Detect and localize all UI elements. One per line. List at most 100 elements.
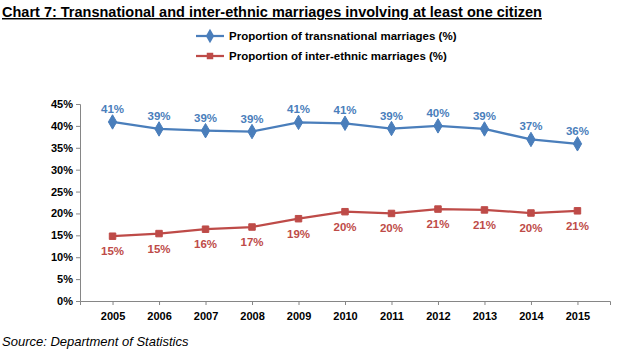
marker (434, 119, 442, 133)
y-axis: 0% 5% 10% 15% 20% 25% 30% 35% 40% 45% (51, 98, 81, 307)
y-tick: 15% (51, 229, 80, 241)
y-tick-label: 45% (51, 98, 73, 110)
marker (574, 208, 580, 214)
y-tick-label: 10% (51, 251, 73, 263)
x-tick-label: 2006 (147, 310, 171, 322)
x-tick: 2006 (147, 301, 171, 322)
x-tick-mark (113, 301, 114, 305)
legend-entry: Proportion of inter-ethnic marriages (%) (196, 50, 447, 62)
data-label: 39% (194, 112, 217, 124)
marker (388, 210, 394, 216)
x-tick-mark (299, 301, 300, 305)
data-label: 39% (148, 110, 171, 122)
x-tick-label: 2012 (426, 310, 450, 322)
y-tick: 30% (51, 164, 80, 176)
data-label: 41% (333, 104, 356, 116)
y-tick: 0% (57, 295, 80, 307)
y-tick-mark (76, 257, 80, 258)
data-label: 21% (426, 218, 449, 230)
y-tick-label: 5% (57, 273, 73, 285)
marker (481, 207, 487, 213)
y-tick-label: 20% (51, 207, 73, 219)
y-tick: 20% (51, 207, 80, 219)
data-label: 15% (148, 243, 171, 255)
x-tick: 2008 (240, 301, 264, 322)
x-axis: 2005 2006 2007 2008 2009 2010 2011 2012 2013 2014… (81, 301, 611, 322)
data-label: 41% (101, 103, 124, 115)
x-tick: 2007 (194, 301, 218, 322)
marker (294, 115, 302, 129)
x-tick-label: 2008 (240, 310, 264, 322)
data-label: 20% (380, 222, 403, 234)
marker (155, 122, 163, 136)
data-label: 36% (566, 125, 589, 137)
x-tick-mark (252, 301, 253, 305)
data-label: 15% (101, 245, 124, 257)
x-tick-label: 2015 (566, 310, 590, 322)
data-labels: 41%39%39%39%41%41%39%40%39%37%36%15%15%1… (101, 103, 589, 257)
marker (201, 123, 209, 137)
marker (480, 122, 488, 136)
y-tick-label: 40% (51, 120, 73, 132)
x-tick-label: 2009 (287, 310, 311, 322)
y-tick: 25% (51, 186, 80, 198)
y-tick: 35% (51, 142, 80, 154)
marker (527, 132, 535, 146)
chart: Chart 7: Transnational and inter-ethnic … (0, 0, 631, 356)
legend-marker (206, 29, 214, 43)
legend-marker (207, 53, 213, 59)
y-tick-label: 0% (57, 295, 73, 307)
marker (387, 121, 395, 135)
y-tick-mark (76, 104, 80, 105)
y-tick: 5% (57, 273, 80, 285)
x-tick: 2014 (519, 301, 544, 322)
y-tick-mark (76, 279, 80, 280)
x-tick: 2011 (380, 301, 404, 322)
y-tick-label: 15% (51, 229, 73, 241)
y-tick: 10% (51, 251, 80, 263)
series-line (113, 209, 578, 236)
y-tick-mark (76, 213, 80, 214)
y-tick-mark (76, 301, 80, 302)
legend-label: Proportion of inter-ethnic marriages (%) (229, 50, 447, 62)
data-label: 40% (426, 107, 449, 119)
marker (248, 124, 256, 138)
x-tick: 2012 (426, 301, 450, 322)
marker (528, 210, 534, 216)
data-label: 21% (566, 220, 589, 232)
y-tick-label: 35% (51, 142, 73, 154)
x-tick-mark (577, 301, 578, 305)
marker (202, 226, 208, 232)
x-tick-mark (159, 301, 160, 305)
data-label: 39% (380, 110, 403, 122)
marker (156, 230, 162, 236)
marker (435, 206, 441, 212)
marker (109, 233, 115, 239)
x-tick: 2013 (473, 301, 497, 322)
x-tick: 2015 (566, 301, 590, 322)
y-tick-label: 25% (51, 186, 73, 198)
y-axis-line (76, 105, 81, 302)
marker (108, 115, 116, 129)
data-label: 39% (241, 113, 264, 125)
x-tick-mark (531, 301, 532, 305)
x-tick-mark (345, 301, 346, 305)
x-tick-mark (391, 301, 392, 305)
data-label: 20% (519, 222, 542, 234)
x-tick: 2005 (101, 301, 125, 322)
data-label: 41% (287, 103, 310, 115)
y-tick-label: 30% (51, 164, 73, 176)
x-tick-label: 2014 (519, 310, 544, 322)
y-tick-mark (76, 235, 80, 236)
legend-entry: Proportion of transnational marriages (%… (196, 29, 457, 43)
y-tick: 45% (51, 98, 80, 110)
y-tick-mark (76, 170, 80, 171)
marker (295, 215, 301, 221)
source: Source: Department of Statistics (2, 334, 189, 349)
x-axis-line (81, 302, 611, 306)
x-tick-label: 2010 (333, 310, 357, 322)
title: Chart 7: Transnational and inter-ethnic … (2, 4, 542, 20)
x-tick: 2009 (287, 301, 311, 322)
marker (341, 116, 349, 130)
x-tick-label: 2013 (473, 310, 497, 322)
